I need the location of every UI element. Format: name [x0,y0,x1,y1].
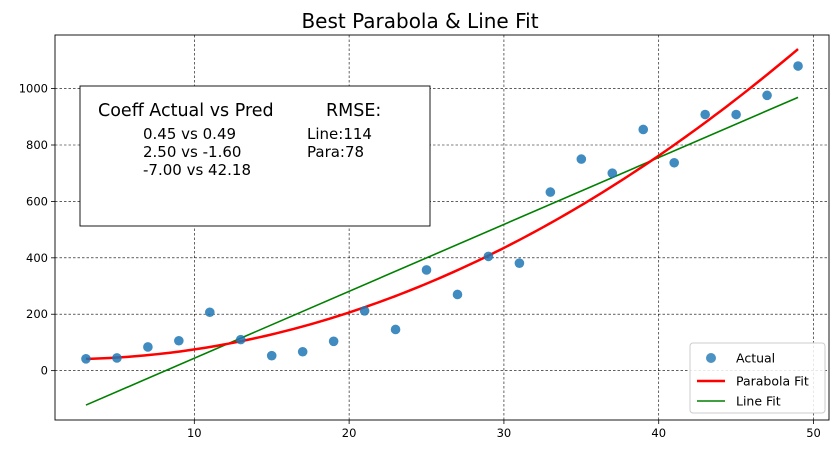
x-tick-label-1: 20 [342,426,357,440]
legend-marker-actual [706,353,716,363]
parabola-fit-series [85,48,799,361]
rmse-line-1: Line:114 [307,125,372,143]
legend-label-line: Line Fit [736,394,781,409]
actual-point-7 [297,346,308,357]
plot-area [81,48,803,406]
actual-point-16 [576,154,587,164]
axes: 10 20 30 40 50 0 200 400 600 800 1000 [19,34,830,440]
y-tick-label-5: 1000 [19,82,48,96]
y-tick-label-2: 400 [26,251,48,265]
y-tick-label-3: 600 [26,194,48,208]
x-tick-label-3: 40 [651,426,666,440]
actual-point-21 [731,109,741,120]
x-tick-label-2: 30 [497,426,512,440]
annotation-frame [79,85,431,227]
x-tick-label-4: 50 [806,426,821,440]
plot-frame [54,34,830,421]
actual-point-20 [700,109,710,120]
actual-point-17 [607,168,618,179]
actual-point-18 [638,124,649,135]
actual-point-0 [81,353,91,364]
y-tick-label-0: 0 [41,364,48,378]
actual-point-23 [793,61,803,71]
coeff-annotation-box: Coeff Actual vs Pred RMSE: 0.45 vs 0.49 … [79,85,431,227]
coeff-line-1: 0.45 vs 0.49 [143,125,236,143]
actual-point-13 [483,251,494,262]
y-tick-label-4: 800 [26,138,48,152]
actual-point-2 [143,342,153,352]
legend-label-actual: Actual [736,351,775,366]
legend-frame [689,342,826,414]
actual-point-5 [235,334,246,345]
actual-point-22 [762,90,772,101]
legend: Actual Parabola Fit Line Fit [689,342,826,414]
x-tick-label-0: 10 [187,426,202,440]
legend-label-parabola: Parabola Fit [736,374,809,389]
actual-point-1 [112,353,122,363]
actual-point-9 [359,306,370,316]
y-tick-label-1: 200 [26,307,48,321]
actual-point-15 [545,187,556,197]
annotation-header-rmse: RMSE: [326,101,381,121]
coeff-line-2: 2.50 vs -1.60 [143,143,241,161]
actual-point-3 [174,335,184,346]
chart-title: Best Parabola & Line Fit [301,9,538,33]
line-fit-series [85,96,799,406]
actual-point-19 [669,157,679,168]
actual-point-11 [421,265,432,275]
coeff-line-3: -7.00 vs 42.18 [143,161,251,179]
actual-point-6 [266,350,277,361]
rmse-line-2: Para:78 [307,143,364,161]
actual-point-8 [328,336,339,347]
actual-point-12 [452,289,463,300]
annotation-header-coeff: Coeff Actual vs Pred [98,101,274,121]
actual-point-14 [514,258,525,268]
actual-point-10 [390,324,401,335]
actual-point-4 [205,307,215,318]
